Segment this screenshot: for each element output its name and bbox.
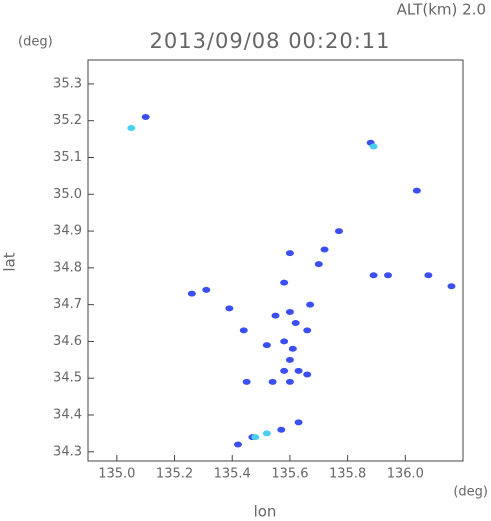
echo xyxy=(280,338,289,345)
echo xyxy=(127,125,136,132)
y-tick-label: 34.7 xyxy=(53,297,82,312)
echo xyxy=(242,378,251,385)
x-tick-label: 135.2 xyxy=(156,467,193,482)
echo xyxy=(285,378,294,385)
echo xyxy=(447,283,456,290)
echo xyxy=(202,286,211,293)
echo xyxy=(291,320,300,327)
echo xyxy=(334,228,343,235)
echo xyxy=(320,246,329,253)
x-tick-label: 135.0 xyxy=(98,467,135,482)
echo xyxy=(268,378,277,385)
echo xyxy=(187,290,196,297)
chart-title: 2013/09/08 00:20:11 xyxy=(149,29,390,53)
plot-frame xyxy=(87,59,464,462)
y-tick-label: 34.6 xyxy=(53,334,82,349)
echo xyxy=(314,261,323,268)
y-tick-label: 34.8 xyxy=(53,260,82,275)
echo xyxy=(369,143,378,150)
echo xyxy=(141,114,150,121)
echo xyxy=(369,272,378,279)
y-tick-label: 35.1 xyxy=(53,150,82,165)
y-tick-label: 34.5 xyxy=(53,371,82,386)
y-tick-label: 34.3 xyxy=(53,444,82,459)
x-tick-label: 135.6 xyxy=(271,467,308,482)
echo xyxy=(251,434,260,441)
y-tick-label: 35.2 xyxy=(53,113,82,128)
y-unit: (deg) xyxy=(18,35,53,50)
altitude-label: ALT(km) 2.0 xyxy=(397,1,486,19)
x-tick-label: 135.4 xyxy=(214,467,251,482)
y-tick-label: 34.4 xyxy=(53,408,82,423)
echo xyxy=(262,342,271,349)
y-tick-label: 34.9 xyxy=(53,224,82,239)
y-tick-label: 35.3 xyxy=(53,76,82,91)
echo xyxy=(277,426,286,433)
echo xyxy=(294,367,303,374)
echo xyxy=(306,301,315,308)
echo xyxy=(424,272,433,279)
x-axis-label: lon xyxy=(254,503,277,521)
echo xyxy=(262,430,271,437)
y-axis-label: lat xyxy=(1,252,19,271)
x-unit: (deg) xyxy=(453,485,488,500)
echo xyxy=(280,279,289,286)
echo xyxy=(303,327,312,334)
echo xyxy=(294,419,303,426)
x-tick-label: 135.8 xyxy=(329,467,366,482)
y-tick-label: 35.0 xyxy=(53,187,82,202)
echo xyxy=(288,345,297,352)
x-tick-label: 136.0 xyxy=(387,467,424,482)
echo xyxy=(280,367,289,374)
echo xyxy=(285,356,294,363)
echo xyxy=(239,327,248,334)
echo xyxy=(271,312,280,319)
echo xyxy=(412,187,421,194)
echo xyxy=(285,309,294,316)
echo xyxy=(303,371,312,378)
echo xyxy=(225,305,234,312)
echo xyxy=(384,272,392,279)
echo xyxy=(285,250,294,257)
echo xyxy=(234,441,242,448)
